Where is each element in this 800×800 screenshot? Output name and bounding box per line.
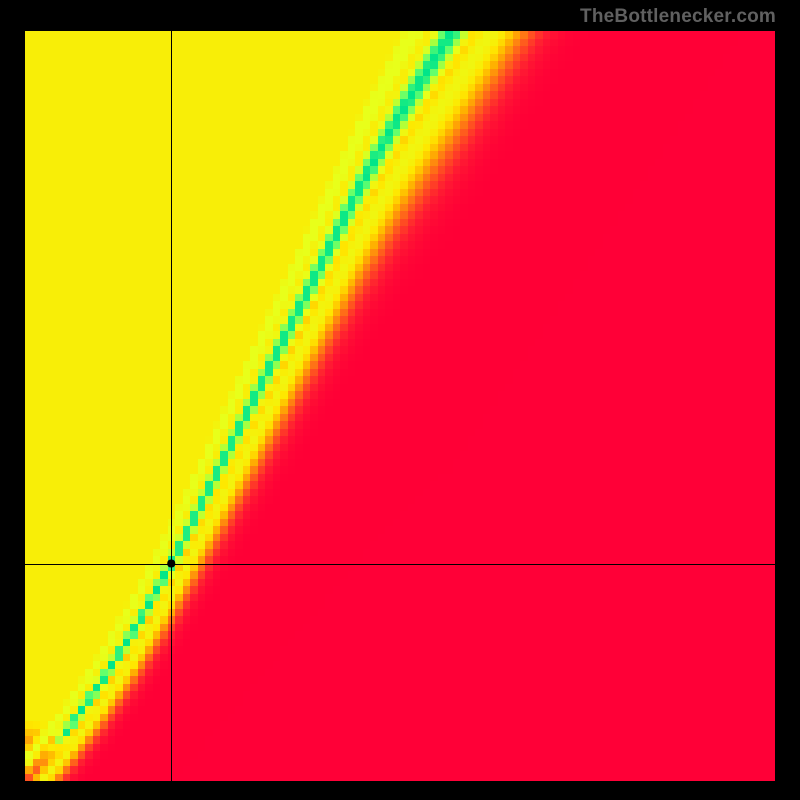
heatmap-plot xyxy=(25,31,775,781)
chart-container: { "type": "heatmap", "source_label": "Th… xyxy=(0,0,800,800)
watermark-label: TheBottlenecker.com xyxy=(580,6,776,28)
heatmap-canvas xyxy=(25,31,775,781)
